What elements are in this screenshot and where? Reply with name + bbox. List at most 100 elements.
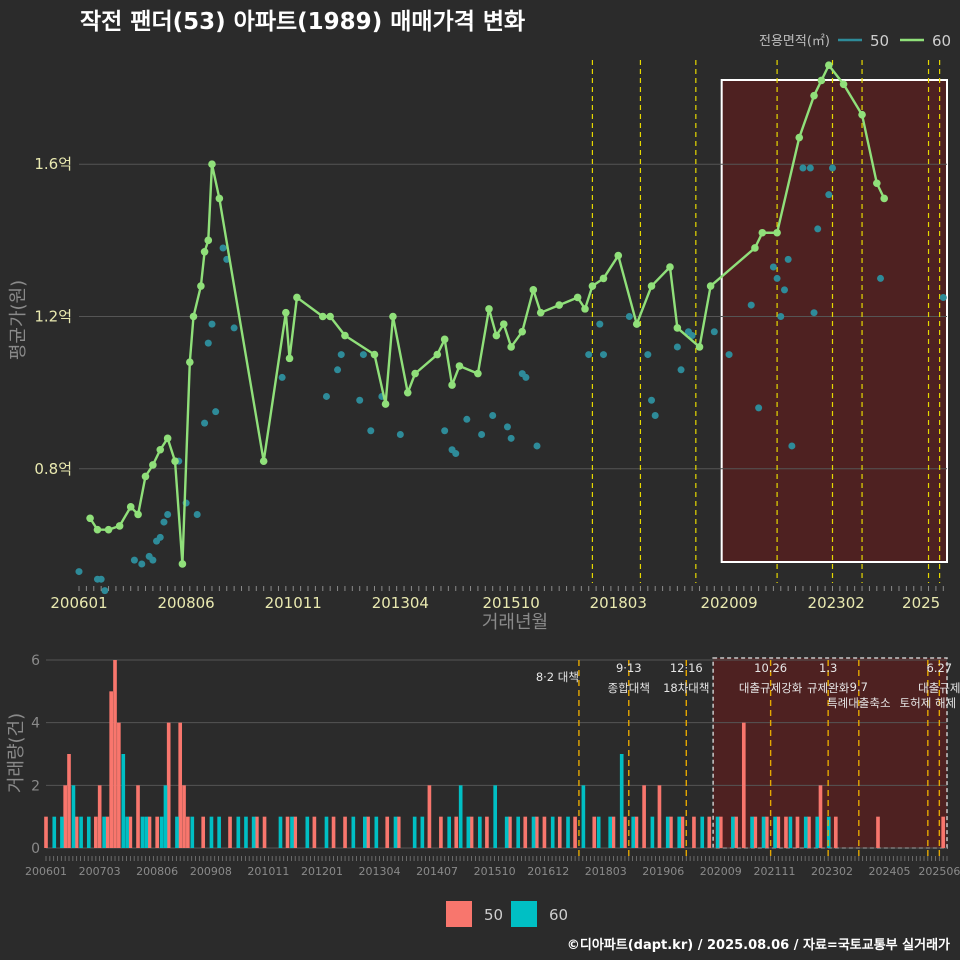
volume-bar-50 (718, 816, 723, 848)
volume-bar-60 (815, 816, 820, 848)
volume-bar-50 (331, 816, 336, 848)
volume-bar-60 (217, 816, 221, 848)
data-point-50 (101, 587, 109, 595)
volume-bar-50 (833, 816, 838, 848)
legend-bar-label-50: 50 (484, 906, 503, 924)
volume-x-tick-label: 201803 (585, 865, 627, 878)
data-point-60 (285, 354, 294, 363)
data-point-50 (777, 313, 785, 320)
data-point-50 (322, 392, 330, 400)
event-label-date: 9.7 (850, 680, 868, 694)
event-label-policy: 종합대책 (608, 681, 650, 695)
volume-x-tick-label: 200601 (25, 865, 67, 878)
data-point-60 (518, 327, 527, 336)
volume-bar-60 (631, 816, 636, 848)
data-point-50 (625, 313, 633, 320)
data-point-60 (825, 61, 833, 70)
data-point-50 (773, 274, 781, 282)
data-point-50 (688, 332, 696, 340)
volume-bar-50 (876, 816, 880, 848)
data-point-60 (403, 388, 412, 397)
data-point-60 (326, 312, 334, 321)
caption: ©디아파트(dapt.kr) / 2025.08.06 / 자료=국토교통부 실… (567, 937, 950, 953)
volume-bar-60 (121, 754, 126, 848)
data-point-60 (189, 312, 198, 321)
data-point-60 (795, 133, 804, 142)
volume-bar-60 (581, 785, 586, 848)
data-point-60 (186, 358, 194, 366)
volume-bar-60 (278, 816, 283, 848)
volume-bar-60 (175, 816, 179, 848)
data-point-50 (585, 351, 593, 359)
data-point-50 (503, 423, 511, 431)
volume-bar-60 (60, 816, 64, 848)
volume-bar-50 (469, 816, 474, 848)
data-point-50 (755, 404, 763, 412)
data-point-60 (282, 308, 290, 317)
data-point-50 (97, 575, 105, 583)
volume-bar-50 (285, 816, 290, 848)
data-point-60 (126, 503, 135, 511)
volume-y-tick-label: 0 (31, 841, 40, 857)
data-point-60 (773, 228, 781, 237)
volume-bar-50 (669, 816, 673, 848)
data-point-50 (359, 351, 367, 359)
x-axis-title: 거래년월 (482, 612, 548, 633)
volume-bar-50 (592, 816, 597, 848)
data-point-50 (337, 351, 345, 359)
volume-bar-60 (596, 816, 601, 848)
data-point-50 (533, 442, 541, 450)
volume-bar-50 (795, 816, 800, 848)
data-point-50 (877, 274, 885, 282)
volume-bar-50 (67, 754, 71, 848)
data-point-60 (492, 331, 501, 340)
legend-bar-label-60: 60 (549, 906, 568, 924)
volume-bar-50 (657, 785, 662, 848)
event-label-date: 6.27 (927, 661, 953, 675)
volume-bar-50 (117, 722, 121, 848)
volume-y-tick-label: 2 (31, 778, 40, 794)
data-point-60 (156, 445, 165, 454)
data-point-60 (817, 76, 826, 85)
data-point-50 (452, 450, 460, 458)
volume-bar-50 (611, 816, 616, 848)
event-label-date: 1.3 (819, 661, 837, 675)
data-point-50 (747, 301, 755, 309)
x-tick-label: 201803 (590, 594, 647, 612)
data-point-60 (163, 434, 172, 443)
price-panel: 0.8억 1.2억 1.6억 200601 200806 201011 201304 201… (34, 60, 949, 612)
volume-bar-60 (550, 816, 555, 848)
volume-x-tick-label: 200703 (79, 865, 121, 878)
volume-bar-60 (731, 816, 735, 848)
volume-bar-50 (818, 785, 823, 848)
data-point-60 (485, 305, 493, 313)
volume-bar-50 (784, 816, 788, 848)
volume-bar-60 (163, 785, 168, 848)
volume-bar-60 (305, 816, 310, 848)
data-point-60 (695, 343, 704, 351)
data-point-50 (219, 244, 227, 252)
volume-bar-50 (573, 816, 577, 848)
volume-bar-60 (290, 816, 294, 848)
y-tick-label: 1.2억 (34, 308, 72, 326)
data-point-60 (614, 251, 623, 260)
volume-x-tick-label: 201612 (527, 865, 569, 878)
volume-bar-60 (504, 816, 509, 848)
data-point-50 (814, 225, 822, 233)
data-point-60 (208, 160, 216, 169)
volume-bar-50 (201, 816, 206, 848)
volume-bar-50 (366, 816, 370, 848)
x-tick-label: 201304 (372, 594, 429, 612)
volume-bar-60 (393, 816, 398, 848)
data-point-60 (215, 194, 224, 203)
data-point-50 (208, 320, 216, 328)
event-label-policy: 토허제 해제 (900, 696, 957, 710)
data-point-50 (769, 263, 777, 271)
volume-bar-50 (385, 816, 390, 848)
volume-bar-60 (715, 816, 720, 848)
data-point-60 (873, 179, 881, 188)
volume-bar-50 (228, 816, 232, 848)
volume-x-tick-label: 201407 (416, 865, 458, 878)
data-point-60 (647, 282, 656, 290)
data-point-60 (259, 457, 268, 465)
